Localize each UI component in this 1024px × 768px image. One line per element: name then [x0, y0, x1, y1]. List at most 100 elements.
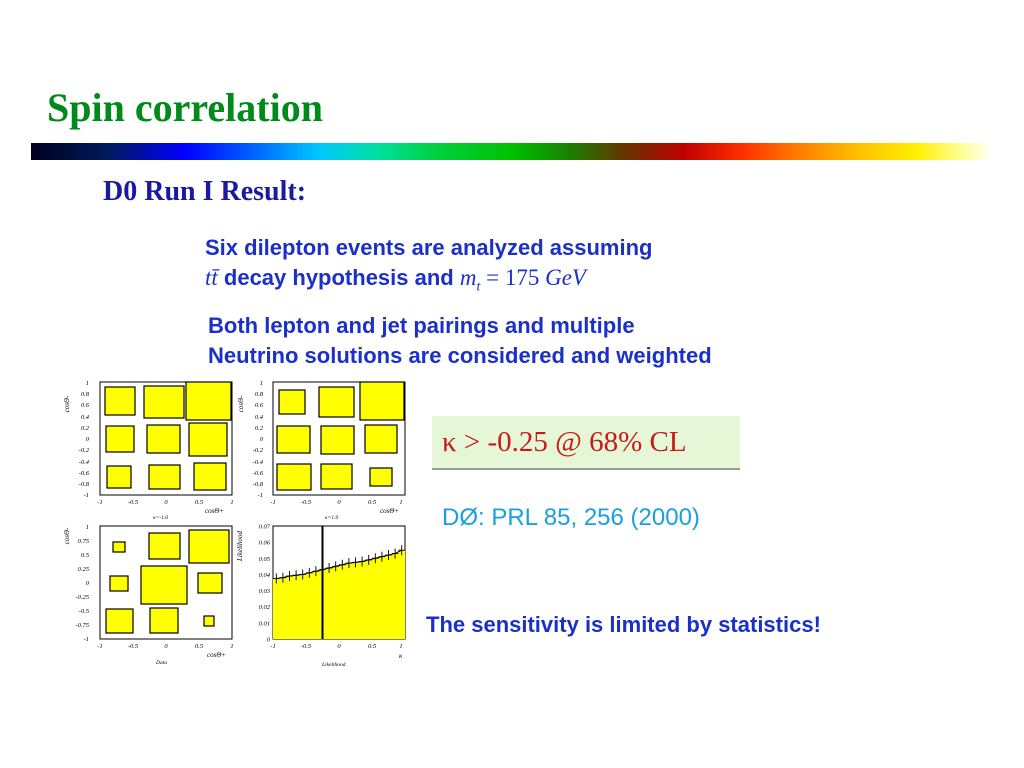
y-tick-label: 0.06	[259, 540, 271, 547]
density-box	[193, 462, 227, 491]
y-axis-label: cosΘ-	[63, 527, 71, 544]
x-axis-label: cosΘ+	[207, 651, 226, 659]
y-tick-labels: 0.07 0.06 0.05 0.04 0.03 0.02 0.01 0	[259, 524, 271, 644]
likelihood-point	[385, 550, 392, 561]
paragraph-pairings-line2: Neutrino solutions are considered and we…	[208, 343, 712, 368]
box-panel-data: 1 0.75 0.5 0.25 0 -0.25 -0.5 -0.75 -1 co…	[63, 524, 234, 666]
kappa-result-box: κ > -0.25 @ 68% CL	[432, 416, 740, 470]
likelihood-point	[339, 559, 346, 570]
y-axis-label: Likelihood	[236, 531, 244, 562]
likelihood-point	[378, 551, 386, 562]
density-box	[359, 381, 405, 421]
y-tick-label: 1	[86, 380, 89, 387]
box-panel-kappa-minus1: 1 0.8 0.6 0.4 0.2 0 -0.2 -0.4 -0.6 -0.8 …	[63, 380, 234, 521]
x-tick-labels: -1 -0.5 0 0.5 1	[97, 643, 233, 650]
panel-frame	[99, 525, 233, 640]
y-tick-label: 1	[86, 524, 89, 531]
x-tick-label: -1	[270, 499, 275, 506]
density-box	[143, 385, 185, 419]
x-tick-label: -0.5	[301, 499, 312, 506]
density-box	[320, 463, 353, 490]
likelihood-point	[372, 553, 379, 564]
slide-subtitle: D0 Run I Result:	[103, 176, 307, 207]
likelihood-point	[306, 567, 313, 578]
y-tick-label: -1	[84, 492, 89, 499]
y-tick-label: 0.07	[259, 524, 271, 531]
x-tick-label: 1	[230, 643, 233, 650]
density-box	[203, 615, 215, 627]
plots-figure: 1 0.8 0.6 0.4 0.2 0 -0.2 -0.4 -0.6 -0.8 …	[63, 380, 406, 668]
y-tick-label: 0.75	[78, 538, 90, 545]
density-box	[148, 464, 181, 490]
y-tick-label: -1	[258, 492, 263, 499]
likelihood-point	[325, 562, 333, 573]
conclusion-text: The sensitivity is limited by statistics…	[426, 612, 821, 637]
y-tick-label: 0.6	[81, 402, 90, 409]
y-tick-label: -1	[84, 636, 89, 643]
x-axis-label: κ	[399, 652, 403, 660]
density-box	[188, 529, 230, 564]
y-tick-label: 0.25	[78, 566, 90, 573]
y-tick-label: -0.2	[79, 447, 90, 454]
density-box	[369, 467, 393, 487]
y-tick-label: -0.4	[253, 459, 264, 466]
y-tick-label: 0.05	[259, 556, 271, 563]
y-tick-labels: 1 0.75 0.5 0.25 0 -0.25 -0.5 -0.75 -1	[75, 524, 89, 643]
likelihood-point	[292, 570, 300, 581]
density-box	[185, 381, 232, 421]
y-tick-label: -0.5	[79, 608, 90, 615]
x-tick-label: -1	[97, 643, 102, 650]
x-tick-label: -0.5	[301, 643, 312, 650]
likelihood-point	[352, 557, 359, 568]
y-tick-label: 0.04	[259, 572, 271, 579]
decay-hypothesis-text: decay hypothesis and	[217, 265, 460, 290]
y-tick-label: 0.4	[255, 414, 264, 421]
density-box	[104, 386, 136, 416]
x-caption: Data	[155, 660, 167, 666]
y-tick-label: 0.02	[259, 604, 271, 611]
x-tick-label: 0.5	[195, 643, 204, 650]
y-tick-label: -0.4	[79, 459, 90, 466]
panel-frame	[99, 381, 233, 496]
x-tick-label: -1	[97, 499, 102, 506]
likelihood-point	[279, 572, 287, 583]
paragraph-analysis-line2: tt̄ decay hypothesis and mt = 175 GeV	[205, 263, 653, 303]
x-tick-label: 1	[399, 499, 402, 506]
y-tick-labels: 1 0.8 0.6 0.4 0.2 0 -0.2 -0.4 -0.6 -0.8 …	[79, 380, 90, 499]
density-boxes	[105, 529, 230, 634]
x-tick-label: 1	[399, 643, 402, 650]
density-box	[318, 386, 355, 418]
box-panel-kappa-plus1: 1 0.8 0.6 0.4 0.2 0 -0.2 -0.4 -0.6 -0.8 …	[237, 380, 406, 521]
y-tick-label: 0	[86, 580, 90, 587]
y-tick-label: 0.2	[81, 425, 90, 432]
y-tick-label: 0	[260, 436, 264, 443]
x-tick-label: 0	[164, 643, 168, 650]
likelihood-point	[391, 548, 399, 559]
density-box	[188, 422, 228, 457]
y-tick-label: 0.8	[81, 391, 90, 398]
y-tick-label: -0.2	[253, 447, 264, 454]
y-tick-label: 0.03	[259, 588, 271, 595]
y-tick-label: -0.6	[253, 470, 264, 477]
likelihood-point	[365, 554, 372, 565]
x-caption: κ=-1.0	[153, 515, 168, 521]
x-caption: κ=1.0	[325, 515, 338, 521]
ttbar-symbol: tt̄	[205, 265, 218, 290]
y-tick-label: -0.75	[75, 622, 89, 629]
likelihood-point	[312, 566, 320, 577]
paragraph-analysis: Six dilepton events are analyzed assumin…	[205, 233, 653, 303]
density-box	[105, 608, 134, 634]
likelihood-point	[398, 545, 405, 556]
paragraph-pairings: Both lepton and jet pairings and multipl…	[208, 311, 712, 371]
y-tick-label: 0	[86, 436, 90, 443]
y-tick-label: 1	[260, 380, 263, 387]
likelihood-point	[273, 573, 280, 584]
density-box	[320, 425, 355, 455]
density-boxes	[276, 381, 405, 491]
x-tick-label: 0.5	[368, 499, 377, 506]
x-tick-label: 0	[337, 643, 341, 650]
title-gradient-divider	[31, 143, 993, 160]
likelihood-marks	[273, 526, 405, 639]
x-tick-label: -0.5	[128, 499, 139, 506]
x-tick-label: 0.5	[368, 643, 377, 650]
